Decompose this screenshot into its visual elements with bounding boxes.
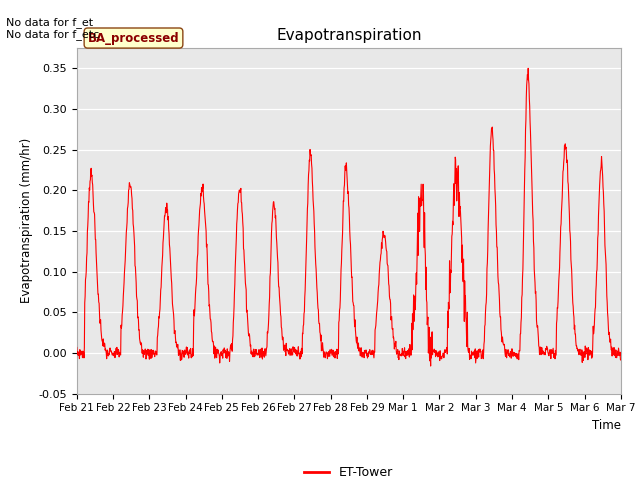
Text: BA_processed: BA_processed [88, 32, 179, 45]
Text: No data for f_etc: No data for f_etc [6, 29, 100, 40]
Y-axis label: Evapotranspiration (mm/hr): Evapotranspiration (mm/hr) [20, 138, 33, 303]
X-axis label: Time: Time [592, 419, 621, 432]
Title: Evapotranspiration: Evapotranspiration [276, 28, 422, 43]
Text: No data for f_et: No data for f_et [6, 17, 93, 28]
Legend: ET-Tower: ET-Tower [299, 461, 399, 480]
